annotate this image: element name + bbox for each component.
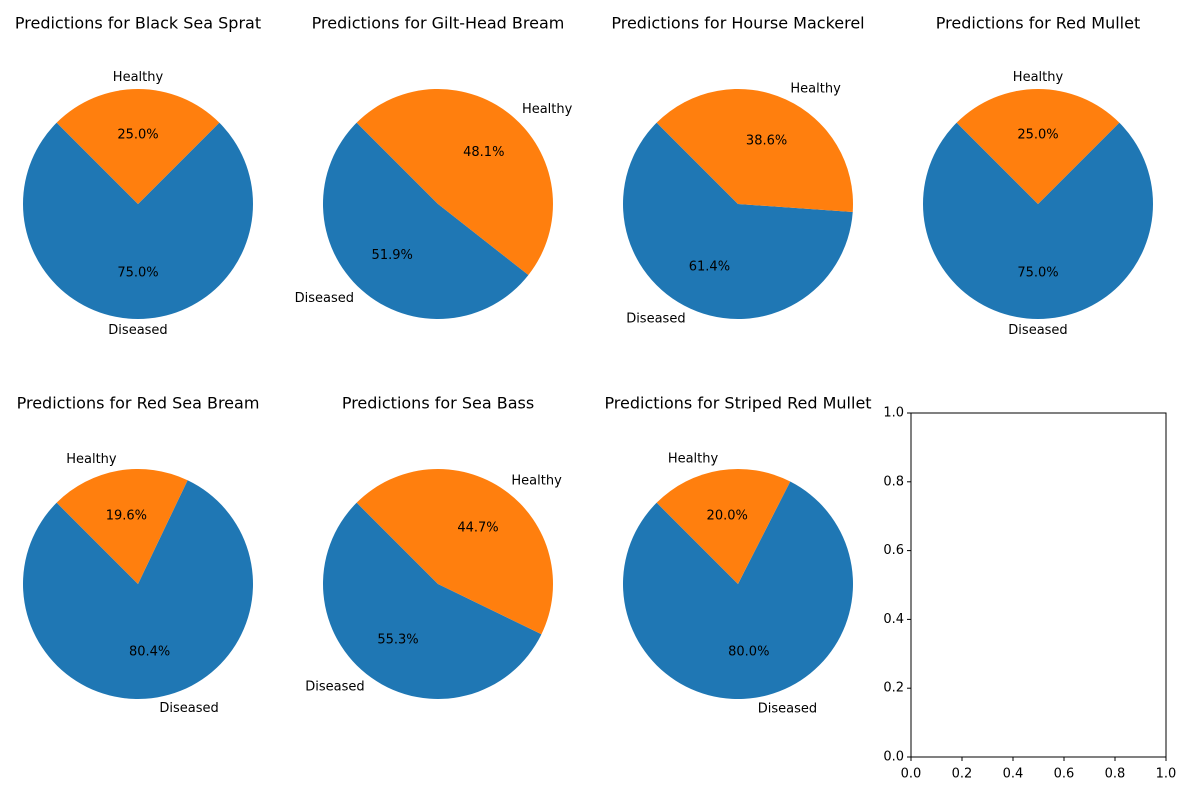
slice-label-healthy: Healthy [668,452,719,467]
slice-percent-healthy: 19.6% [106,508,147,523]
pie-slice-diseased [923,122,1153,319]
slice-label-healthy: Healthy [66,452,117,467]
pie-slice-healthy [56,468,188,584]
slice-label-diseased: Diseased [159,701,218,716]
y-tick-label: 0.6 [883,543,904,558]
chart-title: Predictions for Striped Red Mullet [604,394,871,413]
y-tick-label: 0.4 [883,612,904,627]
slice-label-diseased: Diseased [295,291,354,306]
slice-label-diseased: Diseased [758,701,817,716]
x-tick-label: 0.4 [1003,767,1024,782]
chart-title: Predictions for Hourse Mackerel [611,14,864,33]
slice-percent-diseased: 55.3% [377,633,418,648]
pie-slice-diseased [23,480,254,699]
slice-percent-diseased: 75.0% [1017,266,1058,281]
pie-slice-diseased [623,122,853,319]
x-tick-label: 0.6 [1054,767,1075,782]
chart-title: Predictions for Black Sea Sprat [15,14,261,33]
chart-title: Predictions for Red Mullet [936,14,1140,33]
pie-slice-diseased [322,122,529,320]
chart-title: Predictions for Gilt-Head Bream [312,14,565,33]
pie-slice-diseased [622,481,853,699]
slice-percent-healthy: 48.1% [463,145,504,160]
slice-label-healthy: Healthy [113,70,164,85]
chart-title: Predictions for Sea Bass [342,394,534,413]
slice-percent-diseased: 51.9% [372,248,413,263]
pie-slice-healthy [56,88,220,204]
slice-percent-healthy: 38.6% [746,134,787,149]
slice-label-healthy: Healthy [1013,70,1064,85]
x-tick-label: 1.0 [1156,767,1177,782]
slice-percent-healthy: 25.0% [1017,128,1058,143]
y-tick-label: 0.2 [883,681,904,696]
y-tick-label: 1.0 [883,406,904,421]
slice-percent-diseased: 75.0% [117,266,158,281]
x-tick-label: 0.2 [952,767,973,782]
slice-label-diseased: Diseased [305,680,364,695]
pie-slice-healthy [956,88,1120,204]
slice-percent-diseased: 80.0% [728,645,769,660]
chart-title: Predictions for Red Sea Bream [17,394,260,413]
pie-slice-healthy [356,89,553,276]
y-tick-label: 0.0 [883,750,904,765]
pie-slice-healthy [656,88,854,212]
x-tick-label: 0.0 [901,767,922,782]
slice-label-healthy: Healthy [522,102,573,117]
pie-slice-diseased [323,502,542,699]
slice-label-healthy: Healthy [790,81,841,96]
slice-label-diseased: Diseased [1008,323,1067,338]
slice-label-healthy: Healthy [511,473,562,488]
y-tick-label: 0.8 [883,474,904,489]
x-tick-label: 0.8 [1105,767,1126,782]
slice-percent-healthy: 44.7% [457,520,498,535]
slice-label-diseased: Diseased [626,312,685,327]
slice-percent-healthy: 20.0% [707,508,748,523]
slice-percent-healthy: 25.0% [117,128,158,143]
pie-slice-diseased [22,122,253,319]
slice-label-diseased: Diseased [108,323,167,338]
slice-percent-diseased: 61.4% [689,259,730,274]
empty-axes-frame [910,412,1167,758]
pie-slice-healthy [656,468,791,584]
pie-slice-healthy [356,468,554,635]
slice-percent-diseased: 80.4% [129,645,170,660]
